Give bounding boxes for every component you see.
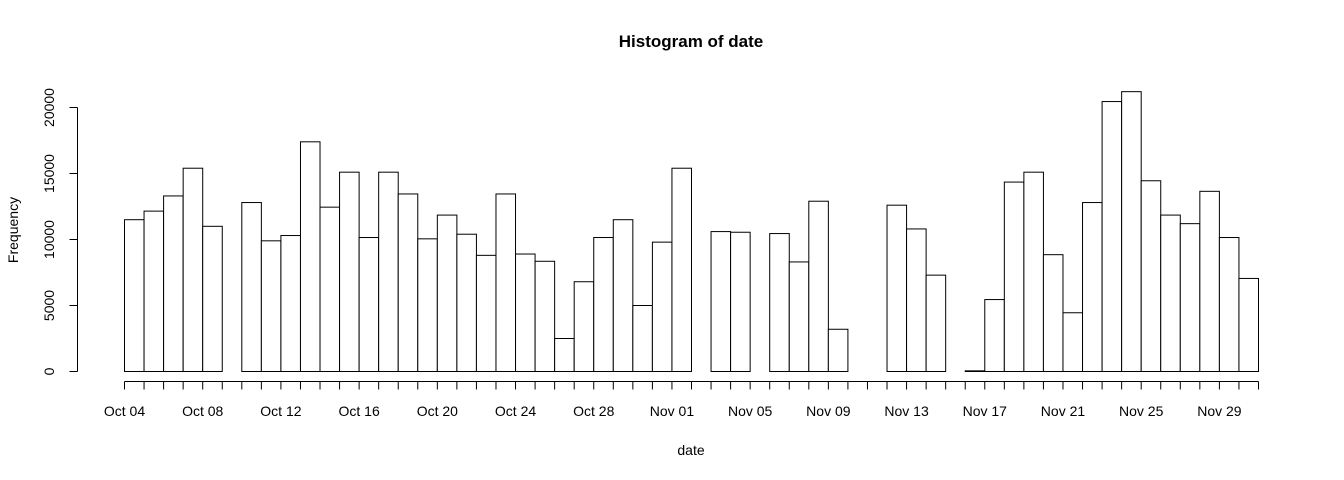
histogram-bar: [124, 219, 145, 372]
histogram-bar: [554, 338, 575, 372]
histogram-bar: [788, 261, 810, 372]
x-tick-label: Oct 20: [417, 403, 458, 419]
histogram-bar: [769, 233, 790, 372]
y-axis-label: Frequency: [5, 197, 21, 263]
histogram-bar: [1042, 254, 1064, 372]
histogram-bar: [1101, 101, 1123, 372]
histogram-bar: [299, 141, 321, 372]
histogram-bar: [632, 305, 653, 372]
x-tick-label: Oct 12: [260, 403, 301, 419]
histogram-bar: [1140, 180, 1162, 372]
x-tick-label: Nov 01: [650, 403, 695, 419]
histogram-bar: [339, 171, 360, 372]
histogram-bar: [730, 231, 751, 372]
y-tick-label: 5000: [41, 290, 57, 321]
histogram-bar: [1238, 277, 1259, 372]
histogram-bar: [515, 253, 536, 373]
histogram-bar: [456, 233, 477, 372]
bars-group: [124, 91, 1259, 373]
histogram-bar: [1121, 91, 1142, 372]
x-tick-label: Nov 05: [728, 403, 773, 419]
histogram-bar: [710, 231, 732, 372]
x-tick-label: Nov 13: [884, 403, 929, 419]
x-tick-label: Nov 21: [1041, 403, 1086, 419]
histogram-bar: [202, 225, 223, 372]
histogram-bar: [182, 167, 204, 372]
histogram-bar: [984, 299, 1005, 372]
chart-title: Histogram of date: [619, 32, 764, 51]
histogram-bar: [1160, 214, 1181, 372]
x-tick-label: Oct 24: [495, 403, 536, 419]
histogram-bar: [1062, 312, 1084, 373]
histogram-bar: [534, 260, 556, 372]
x-tick-label: Oct 16: [338, 403, 379, 419]
histogram-bar: [1023, 171, 1044, 372]
y-axis: 0 5000 10000 15000 20000: [41, 88, 78, 375]
histogram-bar: [612, 219, 634, 372]
histogram-bar: [573, 281, 595, 372]
x-axis-label: date: [677, 442, 704, 458]
x-tick-label: Oct 28: [573, 403, 614, 419]
x-tick-label: Nov 09: [806, 403, 851, 419]
x-tick-label: Oct 04: [104, 403, 145, 419]
y-tick-label: 10000: [41, 220, 57, 259]
histogram-bar: [906, 228, 927, 372]
histogram-bar: [886, 204, 908, 372]
histogram-bar: [436, 214, 458, 372]
histogram-bar: [1003, 181, 1025, 372]
y-tick-label: 20000: [41, 88, 57, 127]
histogram-bar: [397, 193, 419, 372]
histogram-bar: [319, 206, 341, 372]
histogram-bar: [1199, 190, 1220, 372]
x-tick-label: Nov 17: [963, 403, 1008, 419]
histogram-bar: [808, 200, 829, 372]
histogram-bar: [827, 328, 849, 373]
y-tick-label: 15000: [41, 154, 57, 193]
histogram-bar: [260, 240, 282, 372]
histogram-bar: [358, 237, 380, 372]
histogram-bar: [1179, 223, 1201, 372]
histogram-bar: [417, 238, 438, 372]
x-tick-label: Oct 08: [182, 403, 223, 419]
histogram-bar: [378, 171, 399, 372]
histogram-bar: [964, 370, 986, 372]
histogram-bar: [143, 210, 165, 372]
histogram-bar: [241, 202, 262, 372]
histogram-bar: [925, 274, 947, 373]
x-tick-label: Nov 29: [1197, 403, 1242, 419]
histogram-bar: [163, 195, 184, 372]
histogram-bar: [651, 241, 673, 372]
histogram-bar: [1218, 237, 1240, 372]
histogram-bar: [475, 254, 497, 372]
histogram-bar: [671, 167, 693, 372]
x-axis: Oct 04 Oct 08 Oct 12 Oct 16 Oct 20 Oct 24 Oct …: [104, 381, 1259, 419]
histogram-bar: [495, 193, 517, 372]
y-tick-label: 0: [41, 367, 57, 375]
histogram-bar: [1082, 202, 1103, 372]
x-tick-label: Nov 25: [1119, 403, 1164, 419]
histogram-bar: [593, 237, 614, 372]
histogram-bar: [280, 235, 301, 372]
